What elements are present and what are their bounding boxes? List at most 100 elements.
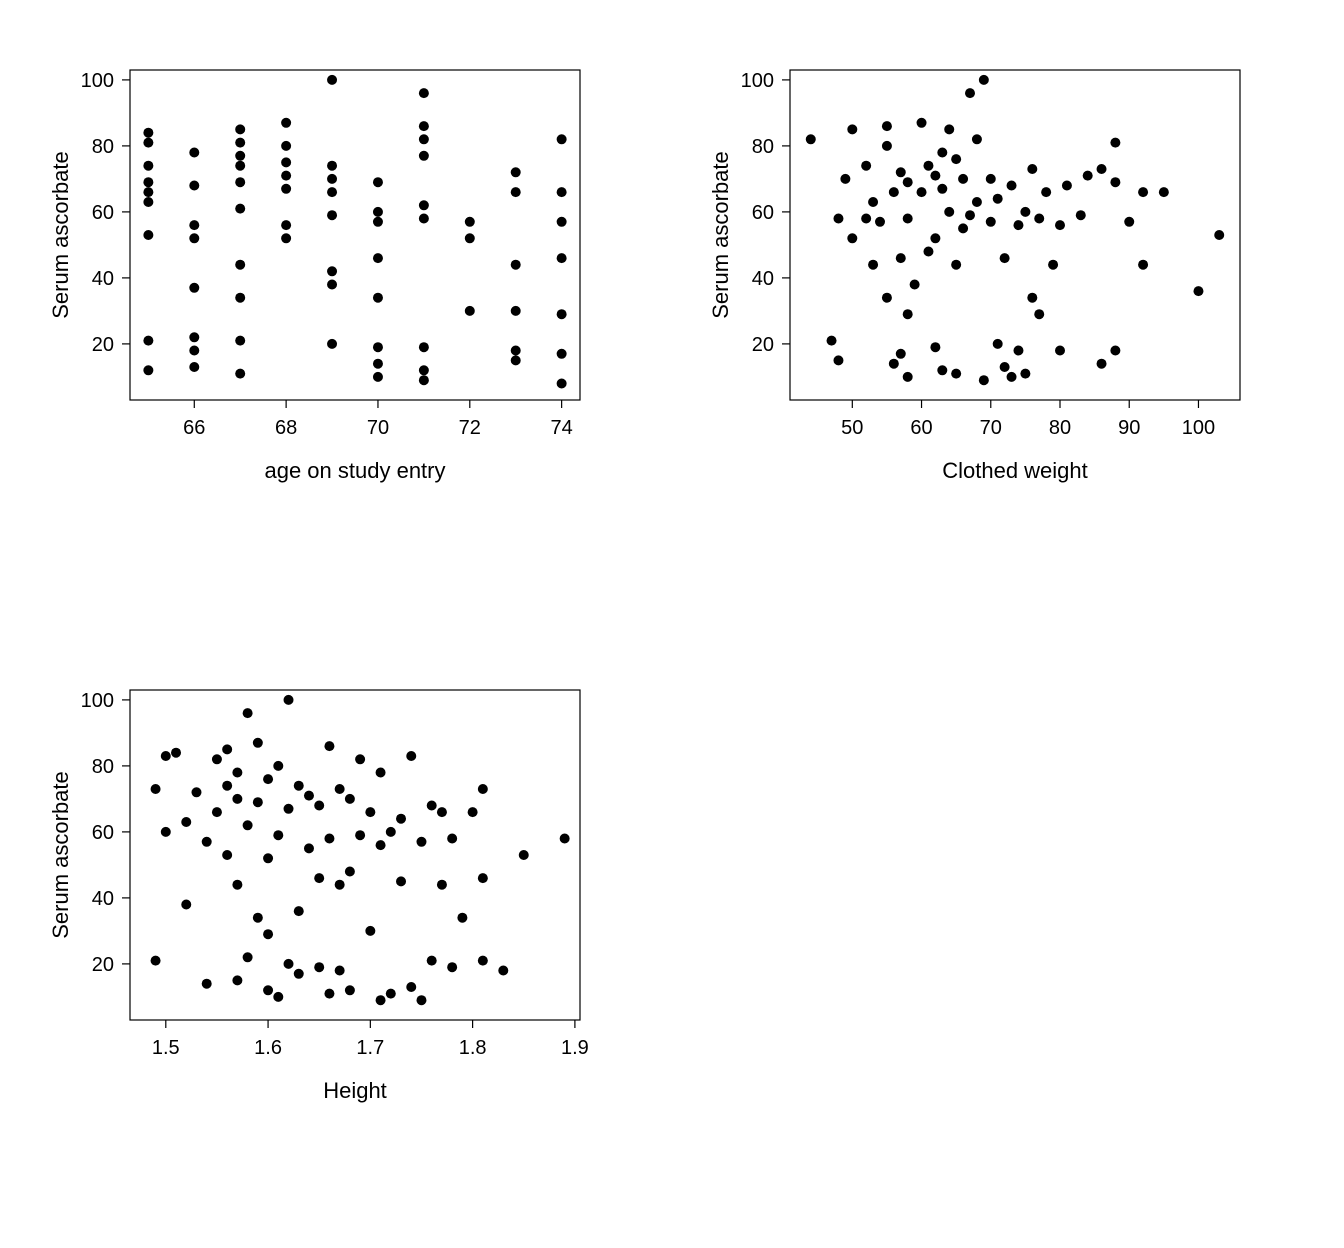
- data-point: [151, 956, 161, 966]
- scatter-svg-0: 666870727420406080100age on study entryS…: [40, 40, 600, 520]
- data-point: [386, 989, 396, 999]
- data-point: [235, 177, 245, 187]
- data-point: [304, 843, 314, 853]
- data-point: [478, 784, 488, 794]
- data-point: [335, 966, 345, 976]
- data-point: [882, 141, 892, 151]
- data-point: [373, 342, 383, 352]
- data-point: [263, 853, 273, 863]
- data-point: [972, 134, 982, 144]
- data-point: [833, 214, 843, 224]
- data-point: [294, 781, 304, 791]
- data-point: [833, 355, 843, 365]
- data-point: [930, 342, 940, 352]
- data-point: [284, 804, 294, 814]
- data-point: [376, 840, 386, 850]
- data-point: [1214, 230, 1224, 240]
- data-point: [1020, 369, 1030, 379]
- y-tick-label: 60: [92, 822, 114, 844]
- data-point: [406, 751, 416, 761]
- data-point: [143, 197, 153, 207]
- x-axis-label: Clothed weight: [942, 458, 1088, 483]
- data-point: [923, 161, 933, 171]
- data-point: [243, 952, 253, 962]
- data-point: [143, 128, 153, 138]
- data-point: [1076, 210, 1086, 220]
- data-point: [1007, 372, 1017, 382]
- data-point: [498, 966, 508, 976]
- data-point: [189, 362, 199, 372]
- data-point: [281, 184, 291, 194]
- data-point: [923, 247, 933, 257]
- data-point: [191, 787, 201, 797]
- data-point: [419, 375, 429, 385]
- data-point: [189, 220, 199, 230]
- data-point: [951, 154, 961, 164]
- data-point: [1193, 286, 1203, 296]
- data-point: [889, 359, 899, 369]
- y-axis-label: Serum ascorbate: [708, 151, 733, 319]
- data-point: [294, 906, 304, 916]
- x-tick-label: 60: [910, 417, 932, 439]
- data-point: [232, 880, 242, 890]
- data-point: [937, 148, 947, 158]
- data-point: [284, 959, 294, 969]
- data-point: [511, 306, 521, 316]
- data-point: [376, 768, 386, 778]
- data-point: [314, 801, 324, 811]
- data-point: [235, 369, 245, 379]
- data-point: [419, 200, 429, 210]
- data-point: [896, 349, 906, 359]
- data-point: [944, 207, 954, 217]
- data-point: [386, 827, 396, 837]
- data-point: [560, 834, 570, 844]
- data-point: [519, 850, 529, 860]
- scatter-panel-2: 1.51.61.71.81.920406080100HeightSerum as…: [40, 660, 600, 1140]
- data-point: [304, 791, 314, 801]
- data-point: [235, 293, 245, 303]
- data-point: [143, 138, 153, 148]
- data-point: [181, 900, 191, 910]
- data-point: [345, 985, 355, 995]
- data-point: [972, 197, 982, 207]
- x-tick-label: 90: [1118, 417, 1140, 439]
- data-point: [889, 187, 899, 197]
- data-point: [937, 184, 947, 194]
- data-point: [1027, 164, 1037, 174]
- data-point: [416, 995, 426, 1005]
- data-point: [1007, 181, 1017, 191]
- data-point: [212, 807, 222, 817]
- data-point: [965, 88, 975, 98]
- data-point: [419, 121, 429, 131]
- data-point: [345, 867, 355, 877]
- data-point: [930, 171, 940, 181]
- data-point: [465, 233, 475, 243]
- data-point: [944, 124, 954, 134]
- data-point: [143, 365, 153, 375]
- x-tick-label: 70: [980, 417, 1002, 439]
- x-tick-label: 1.9: [561, 1037, 589, 1059]
- x-tick-label: 1.6: [254, 1037, 282, 1059]
- data-point: [806, 134, 816, 144]
- data-point: [1055, 346, 1065, 356]
- x-tick-label: 72: [459, 417, 481, 439]
- x-tick-label: 1.5: [152, 1037, 180, 1059]
- scatter-svg-1: 506070809010020406080100Clothed weightSe…: [700, 40, 1260, 520]
- data-point: [189, 181, 199, 191]
- y-axis-label: Serum ascorbate: [48, 771, 73, 939]
- data-point: [557, 253, 567, 263]
- data-point: [1097, 164, 1107, 174]
- x-tick-label: 74: [551, 417, 573, 439]
- data-point: [557, 217, 567, 227]
- scatter-panel-0: 666870727420406080100age on study entryS…: [40, 40, 600, 520]
- data-point: [1124, 217, 1134, 227]
- x-tick-label: 80: [1049, 417, 1071, 439]
- data-point: [373, 293, 383, 303]
- data-point: [143, 177, 153, 187]
- data-point: [243, 708, 253, 718]
- data-point: [465, 306, 475, 316]
- data-point: [419, 365, 429, 375]
- data-point: [376, 995, 386, 1005]
- data-point: [324, 834, 334, 844]
- y-tick-label: 100: [81, 70, 114, 92]
